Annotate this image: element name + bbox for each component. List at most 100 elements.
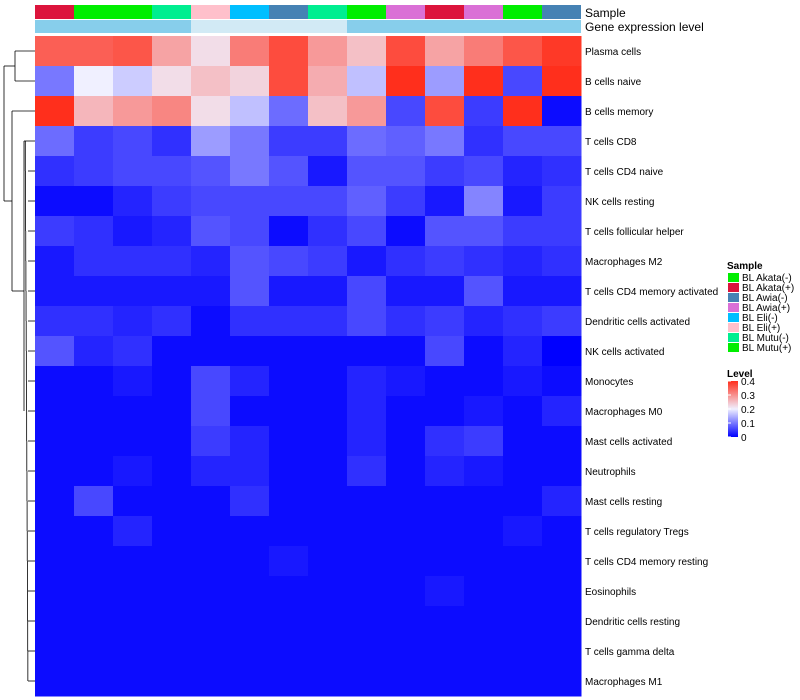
- heatmap-cell: [152, 126, 192, 157]
- heatmap-cell: [74, 456, 114, 487]
- heatmap-cell: [152, 666, 192, 697]
- row-label: NK cells resting: [585, 197, 654, 208]
- heatmap-cell: [503, 336, 543, 367]
- heatmap-cell: [308, 36, 348, 67]
- heatmap-cell: [35, 606, 75, 637]
- heatmap-cell: [152, 396, 192, 427]
- heatmap-cell: [308, 156, 348, 187]
- heatmap-cell: [386, 426, 426, 457]
- heatmap-cell: [425, 366, 465, 397]
- heatmap-cell: [347, 276, 387, 307]
- heatmap-cell: [191, 126, 231, 157]
- heatmap-cell: [347, 426, 387, 457]
- heatmap-cell: [74, 336, 114, 367]
- heatmap-cell: [35, 186, 75, 217]
- heatmap-cell: [191, 156, 231, 187]
- heatmap-cell: [425, 186, 465, 217]
- sample-legend-swatch: [728, 343, 739, 352]
- gene-expression-annotation-cell: [308, 20, 347, 33]
- heatmap-cell: [425, 396, 465, 427]
- heatmap-cell: [386, 456, 426, 487]
- heatmap-cell: [191, 396, 231, 427]
- heatmap-cell: [113, 36, 153, 67]
- heatmap-cell: [230, 186, 270, 217]
- heatmap-cell: [347, 306, 387, 337]
- heatmap-cell: [74, 36, 114, 67]
- heatmap-cell: [113, 276, 153, 307]
- heatmap-cell: [74, 546, 114, 577]
- sample-annotation-cell: [425, 5, 464, 19]
- heatmap-cell: [308, 396, 348, 427]
- heatmap-cell: [113, 396, 153, 427]
- heatmap-cell: [464, 306, 504, 337]
- heatmap-cell: [152, 36, 192, 67]
- heatmap-cell: [35, 126, 75, 157]
- row-label: Macrophages M2: [585, 257, 663, 268]
- heatmap-cell: [425, 666, 465, 697]
- heatmap-cell: [542, 456, 582, 487]
- sample-annotation-cell: [113, 5, 152, 19]
- heatmap-cell: [464, 156, 504, 187]
- heatmap-cell: [464, 456, 504, 487]
- heatmap-cell: [230, 216, 270, 247]
- sample-annotation-cell: [386, 5, 425, 19]
- heatmap-cell: [191, 516, 231, 547]
- heatmap-cell: [542, 396, 582, 427]
- heatmap-cell: [230, 366, 270, 397]
- heatmap-cell: [542, 546, 582, 577]
- heatmap-cell: [308, 306, 348, 337]
- heatmap-cell: [35, 216, 75, 247]
- heatmap-cell: [308, 456, 348, 487]
- heatmap-cell: [386, 396, 426, 427]
- heatmap-cell: [191, 456, 231, 487]
- heatmap-cell: [113, 456, 153, 487]
- heatmap-cell: [269, 636, 309, 667]
- heatmap-cell: [308, 546, 348, 577]
- sample-annotation-label: Sample: [585, 6, 626, 20]
- heatmap-cell: [503, 606, 543, 637]
- heatmap-cell: [191, 546, 231, 577]
- row-label: Dendritic cells resting: [585, 617, 680, 628]
- heatmap-cell: [113, 336, 153, 367]
- heatmap-cell: [269, 36, 309, 67]
- heatmap-cell: [74, 186, 114, 217]
- heatmap-cell: [542, 96, 582, 127]
- heatmap-cell: [308, 126, 348, 157]
- heatmap-cell: [152, 486, 192, 517]
- heatmap-cell: [542, 486, 582, 517]
- heatmap-cell: [230, 456, 270, 487]
- heatmap-cell: [425, 576, 465, 607]
- heatmap-cell: [191, 486, 231, 517]
- gene-expression-annotation-label: Gene expression level: [585, 20, 704, 34]
- heatmap-cell: [269, 306, 309, 337]
- heatmap-cell: [542, 246, 582, 277]
- heatmap-cell: [542, 126, 582, 157]
- heatmap-cell: [464, 216, 504, 247]
- heatmap-cell: [113, 186, 153, 217]
- heatmap-cell: [230, 666, 270, 697]
- sample-legend-label: BL Akata(+): [742, 283, 794, 294]
- row-label: NK cells activated: [585, 347, 664, 358]
- heatmap-cell: [308, 96, 348, 127]
- heatmap-cell: [425, 336, 465, 367]
- heatmap-cell: [464, 66, 504, 97]
- heatmap-cell: [230, 396, 270, 427]
- heatmap-cell: [308, 66, 348, 97]
- heatmap-cell: [503, 516, 543, 547]
- sample-annotation-cell: [269, 5, 308, 19]
- heatmap-cell: [386, 336, 426, 367]
- sample-annotation-cell: [464, 5, 503, 19]
- heatmap-cell: [74, 396, 114, 427]
- heatmap-cell: [191, 66, 231, 97]
- heatmap-cell: [191, 276, 231, 307]
- sample-annotation-cell: [152, 5, 191, 19]
- heatmap-cell: [425, 426, 465, 457]
- heatmap-cell: [542, 216, 582, 247]
- sample-annotation-cell: [35, 5, 74, 19]
- heatmap-cell: [347, 576, 387, 607]
- heatmap-cell: [35, 246, 75, 277]
- heatmap-cell: [347, 636, 387, 667]
- heatmap-cell: [386, 636, 426, 667]
